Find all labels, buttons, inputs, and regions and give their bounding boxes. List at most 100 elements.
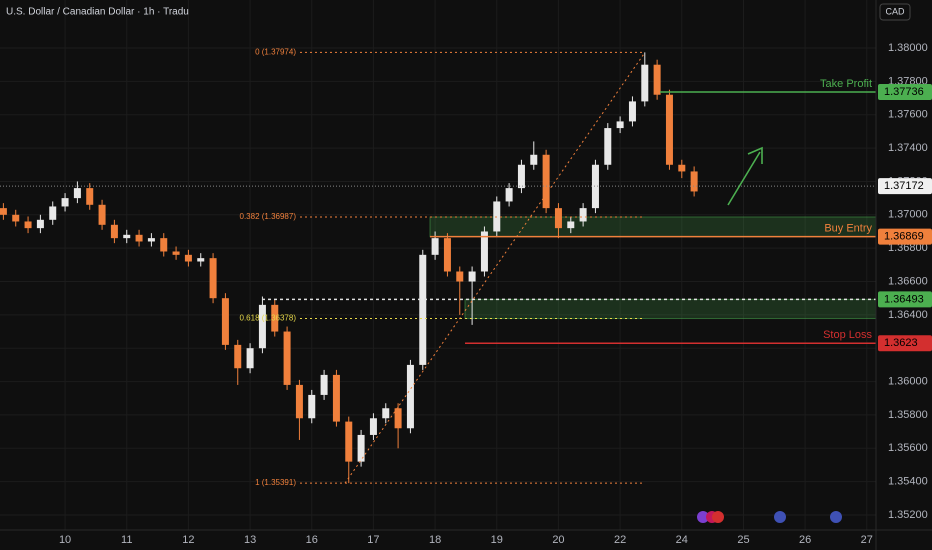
candle-body xyxy=(419,254,427,365)
candle-body xyxy=(505,188,513,202)
chart-title: U.S. Dollar / Canadian Dollar · 1h · Tra… xyxy=(6,7,189,18)
y-tick-label: 1.38000 xyxy=(888,42,928,54)
candle-body xyxy=(468,271,476,282)
candle-body xyxy=(320,374,328,395)
candle-body xyxy=(604,128,612,165)
x-tick-label: 27 xyxy=(861,534,873,546)
candle-body xyxy=(345,421,353,462)
candle-body xyxy=(221,298,229,345)
candle-body xyxy=(246,348,254,369)
currency: CAD xyxy=(885,6,905,16)
candle-body xyxy=(24,221,32,229)
x-tick-label: 17 xyxy=(367,534,379,546)
x-tick-label: 22 xyxy=(614,534,626,546)
candle-body xyxy=(456,271,464,282)
candle-body xyxy=(530,154,538,165)
price-box xyxy=(878,291,932,308)
price-box xyxy=(878,84,932,101)
y-tick-label: 1.35400 xyxy=(888,476,928,488)
y-tick-label: 1.35200 xyxy=(888,509,928,521)
arrow xyxy=(727,146,763,206)
candle-body xyxy=(480,231,488,272)
x-tick-label: 25 xyxy=(737,534,749,546)
candle-body xyxy=(641,64,649,102)
event-icon xyxy=(697,511,709,523)
price-label: 1.37736 xyxy=(884,86,924,98)
candle-body xyxy=(665,94,673,165)
x-tick-label: 16 xyxy=(306,534,318,546)
candle-body xyxy=(172,251,180,255)
marks xyxy=(0,52,698,484)
candle-body xyxy=(554,208,562,229)
candle-body xyxy=(49,206,57,220)
candle-body xyxy=(295,384,303,419)
candle-body xyxy=(308,394,316,419)
y-tick-label: 1.35600 xyxy=(888,442,928,454)
candle-body xyxy=(197,258,205,262)
x-tick-label: 19 xyxy=(491,534,503,546)
candle-body xyxy=(567,221,575,229)
candle-body xyxy=(332,374,340,422)
candle-body xyxy=(406,364,414,429)
candle-body xyxy=(234,344,242,369)
candle-body xyxy=(0,208,7,215)
fib-label: 1 (1.35391) xyxy=(255,478,296,487)
price-label: 1.37172 xyxy=(884,180,924,192)
y-tick-label: 1.36000 xyxy=(888,375,928,387)
y-tick-label: 1.36400 xyxy=(888,309,928,321)
y-tick-label: 1.37000 xyxy=(888,209,928,221)
price-label: 1.36869 xyxy=(884,231,924,243)
fib-label: 0.382 (1.36987) xyxy=(240,212,297,221)
event-icon xyxy=(774,511,786,523)
level-name: Stop Loss xyxy=(823,329,872,341)
candle-body xyxy=(135,234,143,242)
fib-label: 0.618 (1.36378) xyxy=(240,314,297,323)
candle-body xyxy=(110,224,118,239)
x-tick-label: 12 xyxy=(182,534,194,546)
candle-body xyxy=(357,434,365,462)
candle-body xyxy=(542,154,550,209)
zone xyxy=(464,298,877,320)
candle-body xyxy=(147,238,155,242)
candle-body xyxy=(73,188,81,199)
candle-body xyxy=(690,171,698,192)
candle-body xyxy=(653,64,661,95)
y-tick-label: 1.36800 xyxy=(888,242,928,254)
candle-body xyxy=(123,234,131,239)
candle-body xyxy=(628,101,636,122)
candle-body xyxy=(517,164,525,189)
currency-box xyxy=(879,3,911,21)
overlays: 1.35200 1.35400 1.35600 1.35800 1.36000 1.362… xyxy=(0,42,932,546)
y-tick-label: 1.37600 xyxy=(888,109,928,121)
candle-body xyxy=(443,238,451,272)
candle-body xyxy=(493,201,501,232)
candle-body xyxy=(616,121,624,129)
candle-body xyxy=(12,214,20,222)
candle-body xyxy=(160,238,168,252)
x-tick-label: 18 xyxy=(429,534,441,546)
candle-body xyxy=(258,304,266,349)
candle-body xyxy=(61,198,69,207)
price-box xyxy=(878,335,932,352)
y-tick-label: 1.37400 xyxy=(888,142,928,154)
candle-body xyxy=(382,408,390,419)
price-box xyxy=(878,228,932,245)
price-box xyxy=(878,178,932,195)
candle-body xyxy=(678,164,686,172)
candle-body xyxy=(36,219,44,229)
event-icon xyxy=(830,511,842,523)
candle-body xyxy=(431,238,439,255)
level-name: Take Profit xyxy=(820,78,872,90)
y-tick-label: 1.36600 xyxy=(888,275,928,287)
candle-body xyxy=(98,204,106,225)
candle-body xyxy=(283,331,291,385)
level-name: Buy Entry xyxy=(824,223,872,235)
x-tick-label: 10 xyxy=(59,534,71,546)
candle-body xyxy=(369,418,377,435)
candle-body xyxy=(184,254,192,262)
candle-body xyxy=(394,408,402,429)
price-label: 1.3623 xyxy=(884,337,918,349)
fib-label: 0 (1.37974) xyxy=(255,47,296,56)
candle-body xyxy=(86,188,94,205)
